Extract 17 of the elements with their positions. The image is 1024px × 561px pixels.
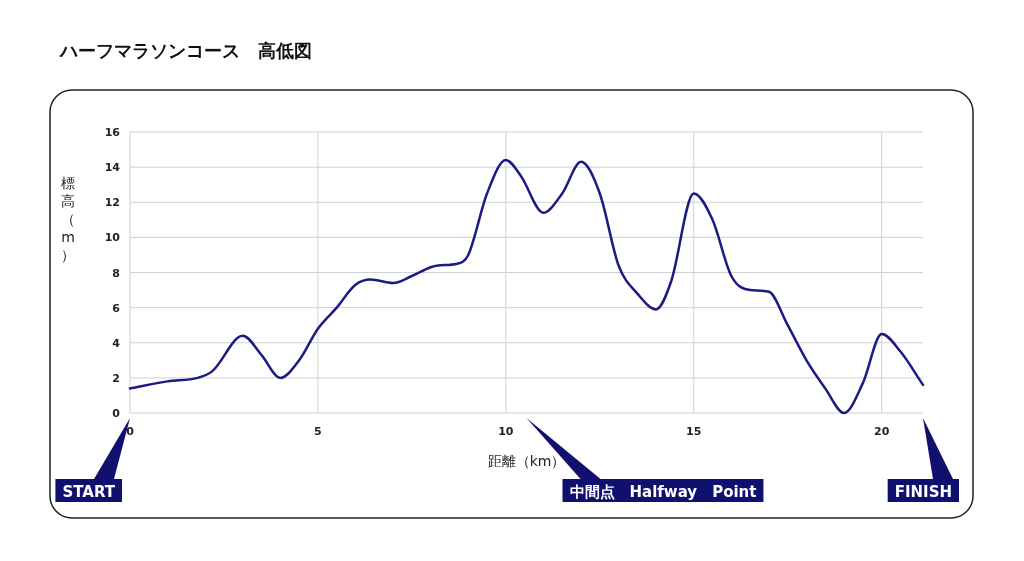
y-tick-label: 14 <box>104 161 121 175</box>
y-tick-label: 16 <box>104 126 121 139</box>
x-tick-label: 0 <box>126 425 135 438</box>
y-tick-label: 0 <box>112 407 121 420</box>
y-tick-label: 4 <box>112 336 121 350</box>
y-tick-label: 2 <box>112 371 120 385</box>
y-tick-label: 12 <box>104 196 120 210</box>
x-tick-label: 5 <box>314 425 322 438</box>
y-axis-title: 標高（m） <box>61 175 75 263</box>
x-tick-label: 15 <box>686 425 702 438</box>
y-tick-label: 8 <box>112 266 120 280</box>
y-tick-label: 10 <box>104 231 121 245</box>
y-tick-label: 6 <box>112 301 121 315</box>
x-tick-label: 10 <box>498 425 514 438</box>
x-tick-label: 20 <box>874 425 890 438</box>
x-axis-title: 距離（km） <box>487 453 566 469</box>
chart-title: ハーフマラソンコース 高低図 <box>58 40 312 61</box>
